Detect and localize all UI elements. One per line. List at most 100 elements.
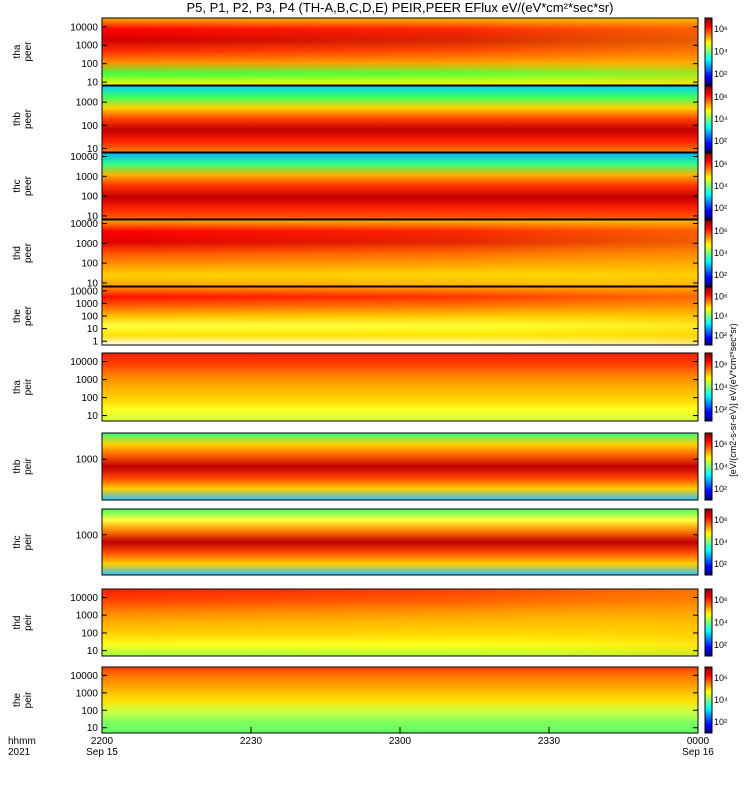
colorbar bbox=[704, 219, 713, 287]
y-label-probe: the bbox=[12, 309, 23, 323]
y-axis-label: thapeer bbox=[12, 41, 34, 62]
panel-thb-peir: 1000 thbpeir 10² 10⁴ 10⁶ bbox=[12, 432, 728, 501]
colorbar bbox=[704, 85, 713, 153]
y-tick-label: 10 bbox=[87, 411, 99, 422]
y-tick-label: 10000 bbox=[70, 593, 98, 604]
y-tick-label: 100 bbox=[81, 121, 98, 132]
panel-thb-peer: 10 100 1000 thbpeer 10² 10⁴ 10⁶ bbox=[12, 85, 728, 155]
y-tick-label: 100 bbox=[81, 706, 98, 717]
x-axis-label-year: 2021 bbox=[8, 747, 31, 758]
panel-frame bbox=[101, 152, 699, 220]
y-tick-label: 1000 bbox=[76, 172, 99, 183]
colorbar-tick-label: 10⁶ bbox=[714, 92, 728, 102]
colorbar-tick-label: 10² bbox=[714, 717, 727, 727]
colorbar-tick-label: 10⁶ bbox=[714, 24, 728, 34]
y-label-species: peer bbox=[23, 41, 34, 62]
colorbar-tick-label: 10⁴ bbox=[714, 47, 728, 57]
x-tick-date: Sep 15 bbox=[86, 747, 118, 758]
y-axis-label: thcpeir bbox=[12, 533, 34, 550]
y-tick-label: 10000 bbox=[70, 219, 98, 230]
y-tick-label: 10000 bbox=[70, 671, 98, 682]
spectrogram-fill bbox=[102, 509, 698, 575]
spectrogram-fade bbox=[102, 220, 698, 286]
colorbar-tick-label: 10⁶ bbox=[714, 515, 728, 525]
colorbar bbox=[704, 286, 713, 346]
x-tick-label: 0000 bbox=[687, 736, 710, 747]
colorbar bbox=[704, 508, 713, 576]
colorbar-tick-label: 10⁶ bbox=[714, 226, 728, 236]
colorbar-tick-label: 10² bbox=[714, 136, 727, 146]
y-tick-label: 10 bbox=[87, 646, 99, 657]
y-tick-label: 1000 bbox=[76, 375, 99, 386]
y-tick-label: 1000 bbox=[76, 41, 99, 52]
y-axis-label: thepeer bbox=[12, 305, 34, 326]
colorbar-tick-label: 10² bbox=[714, 330, 727, 340]
panel-thd-peer: 10 100 1000 10000 thdpeer 10² 10⁴ 10⁶ bbox=[12, 219, 728, 289]
colorbar-tick-label: 10⁴ bbox=[714, 382, 728, 392]
panel-frame bbox=[101, 588, 699, 657]
colorbar-tick-label: 10² bbox=[714, 203, 727, 213]
y-tick-label: 10 bbox=[87, 324, 99, 335]
x-axis-label-hhmm: hhmm bbox=[8, 736, 36, 747]
x-tick-label: 2230 bbox=[240, 736, 263, 747]
y-tick-label: 10 bbox=[87, 78, 99, 89]
colorbar-tick-label: 10² bbox=[714, 484, 727, 494]
y-label-species: peer bbox=[23, 242, 34, 263]
y-tick-label: 100 bbox=[81, 192, 98, 203]
y-tick-label: 10000 bbox=[70, 22, 98, 33]
y-tick-label: 1000 bbox=[76, 688, 99, 699]
y-tick-label: 1000 bbox=[76, 98, 99, 109]
panel-tha-peir: 10 100 1000 10000 thapeir 10² 10⁴ 10⁶ bbox=[12, 352, 728, 422]
colorbar-tick-label: 10⁴ bbox=[714, 181, 728, 191]
y-tick-label: 10000 bbox=[70, 286, 98, 297]
figure-title: P5, P1, P2, P3, P4 (TH-A,B,C,D,E) PEIR,P… bbox=[186, 0, 614, 15]
y-label-probe: thb bbox=[12, 112, 23, 126]
y-label-probe: thd bbox=[12, 246, 23, 260]
spectrogram-fill bbox=[102, 86, 698, 152]
panel-frame bbox=[101, 352, 699, 422]
y-tick-label: 1000 bbox=[76, 455, 99, 466]
colorbar-tick-label: 10⁴ bbox=[714, 618, 728, 628]
spectrogram-fill bbox=[102, 153, 698, 219]
spectrogram-fill bbox=[102, 353, 698, 421]
spectrogram-fade bbox=[102, 287, 698, 345]
colorbar-axis-label: [eV/(cm2-s-sr-eV)] eV/(eV*cm²*sec*sr) bbox=[728, 323, 738, 477]
y-label-probe: thc bbox=[12, 179, 23, 192]
y-tick-label: 10 bbox=[87, 144, 99, 155]
y-axis-label: thapeir bbox=[12, 378, 34, 395]
colorbar-tick-label: 10⁶ bbox=[714, 359, 728, 369]
colorbar-tick-label: 10² bbox=[714, 559, 727, 569]
y-label-species: peir bbox=[23, 378, 34, 395]
panel-frame bbox=[101, 508, 699, 576]
panel-thc-peir: 1000 thcpeir 10² 10⁴ 10⁶ bbox=[12, 508, 728, 576]
colorbar bbox=[704, 588, 713, 657]
y-tick-label: 1 bbox=[92, 337, 98, 348]
y-tick-label: 100 bbox=[81, 628, 98, 639]
y-label-species: peir bbox=[23, 457, 34, 474]
y-axis-label: thcpeer bbox=[12, 175, 34, 196]
colorbar bbox=[704, 17, 713, 86]
colorbar bbox=[704, 666, 713, 734]
x-tick-date: Sep 16 bbox=[682, 747, 714, 758]
colorbar-tick-label: 10⁶ bbox=[714, 673, 728, 683]
colorbar bbox=[704, 352, 713, 422]
y-axis-label: thdpeer bbox=[12, 242, 34, 263]
y-tick-label: 10 bbox=[87, 211, 99, 222]
y-tick-label: 10 bbox=[87, 278, 99, 289]
panel-frame bbox=[101, 17, 699, 86]
panel-thd-peir: 10 100 1000 10000 thdpeir 10² 10⁴ 10⁶ bbox=[12, 588, 728, 657]
colorbar-tick-label: 10² bbox=[714, 640, 727, 650]
spectrogram-fade bbox=[102, 589, 698, 656]
y-tick-label: 10000 bbox=[70, 357, 98, 368]
y-tick-label: 1000 bbox=[76, 239, 99, 250]
colorbar-tick-label: 10² bbox=[714, 270, 727, 280]
y-tick-label: 10 bbox=[87, 723, 99, 734]
y-axis-label: thdpeir bbox=[12, 613, 34, 630]
y-tick-label: 100 bbox=[81, 259, 98, 270]
colorbar-tick-label: 10⁶ bbox=[714, 292, 728, 302]
y-tick-label: 100 bbox=[81, 393, 98, 404]
colorbar-tick-label: 10⁴ bbox=[714, 248, 728, 258]
colorbar bbox=[704, 432, 713, 501]
colorbar-tick-label: 10² bbox=[714, 69, 727, 79]
